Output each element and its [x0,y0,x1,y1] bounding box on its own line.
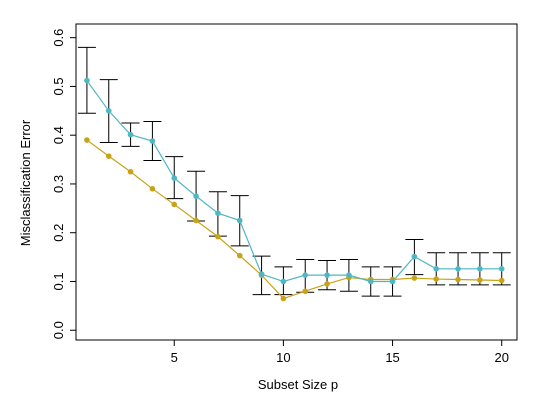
x-tick-label: 5 [171,350,178,365]
series-point-1 [84,77,90,84]
series-point-2 [455,276,461,283]
series-point-2 [236,252,243,259]
series-point-2 [433,276,440,282]
series-line-2 [86,139,502,300]
x-tick-label: 20 [494,350,508,365]
series-point-1 [127,131,134,138]
series-point-1 [389,278,396,285]
series-point-2 [84,137,90,143]
y-axis-title: Misclassification Error [18,119,33,246]
x-axis-title: Subset Size p [258,377,338,392]
series-point-1 [411,253,418,260]
series-point-2 [477,277,483,283]
y-axis: 0.0 0.1 0.2 0.3 0.4 0.5 0.6 [51,29,76,339]
series-point-1 [498,266,505,272]
series-point-1 [171,175,178,181]
series-point-2 [411,275,418,281]
series-point-1 [236,217,243,224]
y-tick-label: 0.1 [51,272,66,290]
series-point-2 [149,186,156,192]
series-point-2 [171,201,178,208]
series-lines [86,80,502,300]
series-line-1 [86,80,502,283]
series-point-1 [149,138,156,144]
series-point-2 [280,295,287,302]
y-tick-label: 0.0 [51,321,66,339]
series-point-1 [367,278,374,285]
series-point-1 [433,266,440,272]
x-tick-label: 15 [385,350,399,365]
y-tick-label: 0.6 [51,29,66,47]
y-tick-label: 0.3 [51,175,66,193]
y-tick-label: 0.5 [51,77,66,95]
series-point-1 [302,272,309,278]
series-point-1 [455,266,461,272]
series-point-1 [105,108,112,114]
series-point-1 [477,266,483,272]
error-bars [77,46,511,297]
series-point-2 [127,168,134,175]
series-point-2 [498,277,505,284]
series-point-1 [324,272,330,278]
series-point-2 [105,153,112,159]
plot-frame [75,23,518,341]
series-point-1 [215,210,221,217]
x-axis: 5 10 15 20 [171,340,509,365]
series-point-2 [324,281,330,287]
series-point-2 [302,288,309,295]
series-point-1 [280,278,287,285]
series-point-2 [215,233,221,240]
series-point-2 [193,217,199,224]
series-point-1 [193,193,199,199]
y-tick-label: 0.4 [51,126,66,144]
x-tick-label: 10 [276,350,290,365]
series-point-1 [258,271,265,277]
series-point-1 [346,272,352,278]
y-tick-label: 0.2 [51,224,66,242]
series-points [84,77,505,302]
